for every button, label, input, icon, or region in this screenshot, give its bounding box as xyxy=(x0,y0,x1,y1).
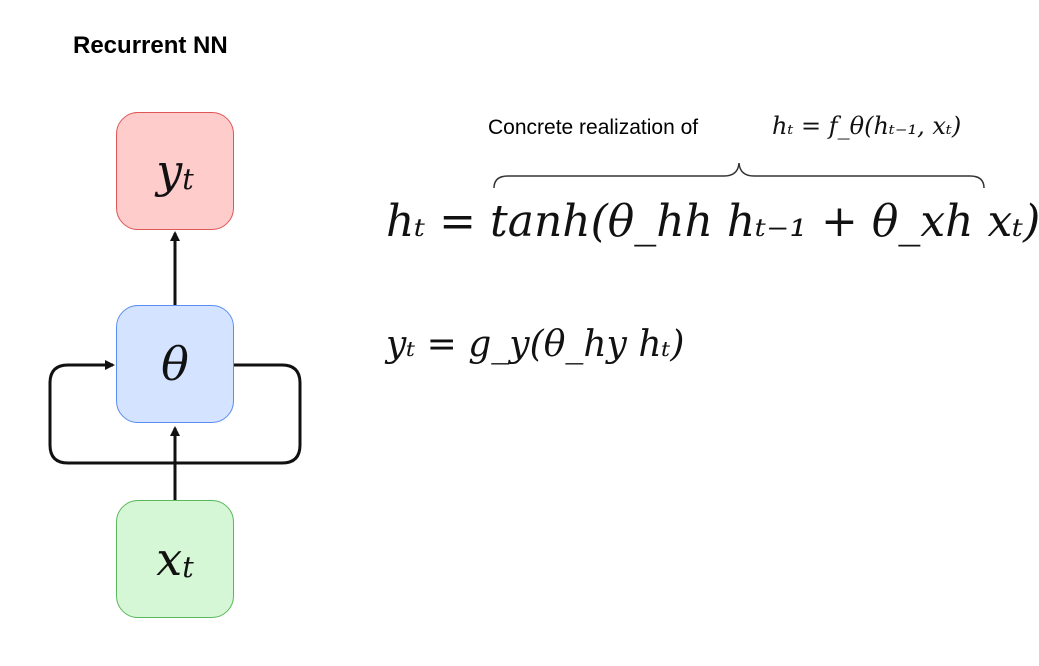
curly-brace xyxy=(493,162,985,189)
annotation-caption: Concrete realization of xyxy=(488,116,699,139)
recurrent-loop-arrow xyxy=(48,360,302,465)
diagram-title: Recurrent NN xyxy=(73,32,228,59)
hidden-state-equation: hₜ = tanh(θ_hh hₜ₋₁ + θ_xh xₜ) xyxy=(386,196,1039,247)
hidden-node-label: θ xyxy=(161,337,189,391)
hidden-node: θ xyxy=(116,305,234,423)
annotation-formula: hₜ = f_θ(hₜ₋₁, xₜ) xyxy=(772,112,962,140)
output-equation: yₜ = g_y(θ_hy hₜ) xyxy=(386,324,685,365)
